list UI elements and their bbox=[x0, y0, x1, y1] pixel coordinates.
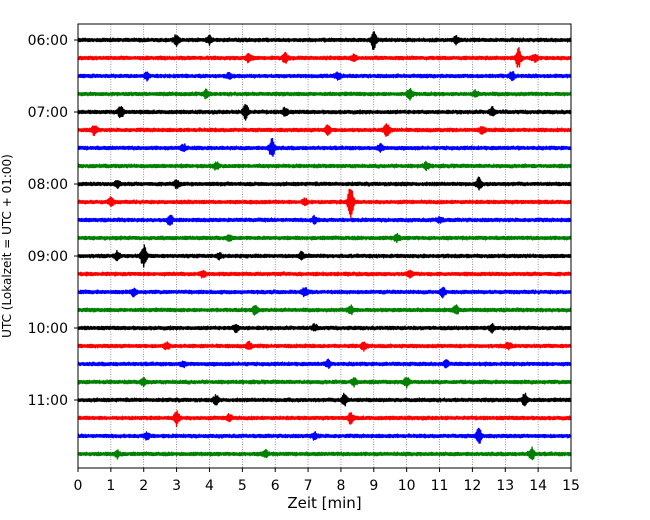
seismic-trace bbox=[77, 103, 572, 121]
seismic-trace bbox=[77, 232, 572, 244]
seismic-trace bbox=[77, 71, 572, 82]
x-tick-label: 15 bbox=[562, 478, 580, 494]
seismic-trace bbox=[77, 340, 572, 352]
seismic-trace bbox=[77, 123, 572, 137]
vertical-grid bbox=[110, 24, 539, 468]
x-tick-label: 11 bbox=[431, 478, 449, 494]
y-tick-label: 07:00 bbox=[28, 105, 68, 121]
y-axis-label: UTC (Lokalzeit = UTC + 01:00) bbox=[0, 154, 14, 338]
x-tick-label: 12 bbox=[463, 478, 481, 494]
x-tick-label: 6 bbox=[271, 478, 280, 494]
y-tick-label: 09:00 bbox=[28, 249, 68, 265]
x-tick-label: 3 bbox=[172, 478, 181, 494]
seismic-trace bbox=[77, 269, 572, 279]
seismic-trace bbox=[77, 392, 572, 407]
seismic-trace bbox=[77, 31, 572, 51]
seismic-trace bbox=[77, 446, 572, 461]
x-axis: 0 1 2 3 4 5 6 7 8 9 10 11 12 13 14 15 bbox=[74, 468, 580, 494]
seismic-trace bbox=[77, 304, 572, 316]
seismic-trace bbox=[77, 286, 572, 299]
seismic-trace bbox=[77, 244, 572, 268]
y-tick-label: 11:00 bbox=[28, 393, 68, 409]
seismic-trace bbox=[77, 47, 572, 68]
y-axis: 06:00 07:00 08:00 09:00 10:00 11:00 bbox=[28, 33, 78, 409]
x-tick-label: 14 bbox=[529, 478, 547, 494]
y-tick-label: 10:00 bbox=[28, 321, 68, 337]
x-tick-label: 13 bbox=[496, 478, 514, 494]
seismic-trace bbox=[77, 322, 572, 334]
x-tick-label: 0 bbox=[74, 478, 83, 494]
seismic-trace bbox=[77, 214, 572, 226]
seismic-trace bbox=[77, 377, 572, 389]
seismic-trace bbox=[77, 188, 572, 219]
y-tick-label: 06:00 bbox=[28, 33, 68, 49]
x-tick-label: 5 bbox=[238, 478, 247, 494]
x-tick-label: 8 bbox=[336, 478, 345, 494]
seismic-trace bbox=[77, 427, 572, 444]
x-tick-label: 9 bbox=[369, 478, 378, 494]
seismic-trace bbox=[77, 410, 572, 428]
x-axis-label: Zeit [min] bbox=[287, 494, 361, 512]
seismic-trace bbox=[77, 176, 572, 191]
seismic-trace bbox=[77, 137, 572, 157]
seismic-trace bbox=[77, 358, 572, 369]
trace-group bbox=[77, 31, 572, 461]
seismic-trace bbox=[77, 160, 572, 172]
x-tick-label: 2 bbox=[139, 478, 148, 494]
x-tick-label: 4 bbox=[205, 478, 214, 494]
x-tick-label: 1 bbox=[106, 478, 115, 494]
seismic-trace bbox=[77, 87, 572, 101]
plot-frame bbox=[77, 23, 572, 469]
x-tick-label: 10 bbox=[398, 478, 416, 494]
x-tick-label: 7 bbox=[304, 478, 313, 494]
y-tick-label: 08:00 bbox=[28, 177, 68, 193]
